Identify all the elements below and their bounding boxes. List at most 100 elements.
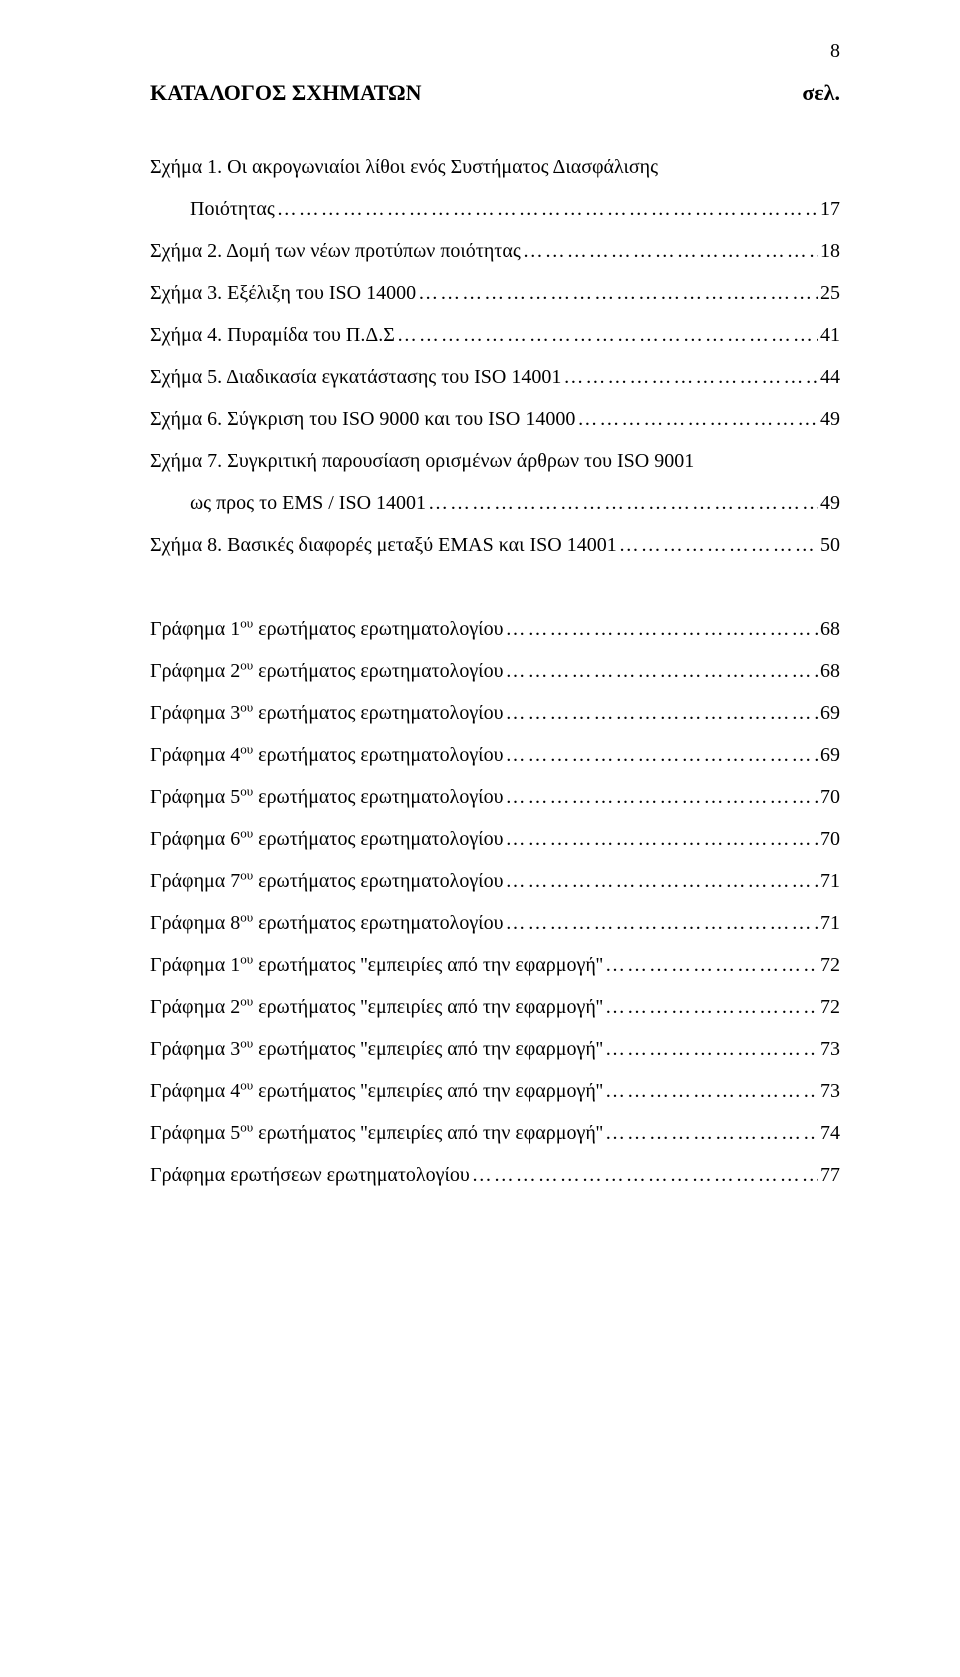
toc-leader: …………………………………………………………………………………………………………… xyxy=(428,482,818,524)
toc-line: Γράφημα 8ου ερωτήματος ερωτηματολογίου……… xyxy=(150,902,840,944)
toc-line: Γράφημα 4ου ερωτήματος ερωτηματολογίου……… xyxy=(150,734,840,776)
toc-page: 41 xyxy=(820,314,840,356)
toc-line: Σχήμα 6. Σύγκριση του ISO 9000 και του I… xyxy=(150,398,840,440)
toc-line: Γράφημα 5ου ερωτήματος ''εμπειρίες από τ… xyxy=(150,1112,840,1154)
toc-line: Γράφημα 3ου ερωτήματος ερωτηματολογίου……… xyxy=(150,692,840,734)
toc-label: Γράφημα 1ου ερωτήματος ερωτηματολογίου xyxy=(150,608,503,650)
toc-leader: …………………………………………………………………………………………………………… xyxy=(397,314,818,356)
toc-line: ως προς το EMS / ISO 14001……………………………………… xyxy=(150,482,840,524)
toc-leader: …………………………………………………………………………………………………………… xyxy=(505,860,818,902)
toc-label: Γράφημα 6ου ερωτήματος ερωτηματολογίου xyxy=(150,818,503,860)
toc-page: 70 xyxy=(820,776,840,818)
toc-leader: …………………………………………………………………………………………………………… xyxy=(472,1154,818,1196)
toc-page: 17 xyxy=(820,188,840,230)
toc-line: Σχήμα 7. Συγκριτική παρουσίαση ορισμένων… xyxy=(150,440,840,482)
toc-leader: …………………………………………………………………………………………………………… xyxy=(605,944,818,986)
toc-line: Γράφημα 7ου ερωτήματος ερωτηματολογίου……… xyxy=(150,860,840,902)
toc-leader: …………………………………………………………………………………………………………… xyxy=(505,902,818,944)
toc-page: 72 xyxy=(820,944,840,986)
toc-leader: …………………………………………………………………………………………………………… xyxy=(505,608,818,650)
toc-label: Γράφημα 5ου ερωτήματος ''εμπειρίες από τ… xyxy=(150,1112,603,1154)
toc-leader: …………………………………………………………………………………………………………… xyxy=(523,230,818,272)
toc-line: Σχήμα 8. Βασικές διαφορές μεταξύ EMAS κα… xyxy=(150,524,840,566)
toc-line: Σχήμα 4. Πυραμίδα του Π.Δ.Σ…………………………………… xyxy=(150,314,840,356)
toc-label: Σχήμα 4. Πυραμίδα του Π.Δ.Σ xyxy=(150,314,395,356)
toc-label: ως προς το EMS / ISO 14001 xyxy=(190,482,426,524)
toc-line: Σχήμα 2. Δομή των νέων προτύπων ποιότητα… xyxy=(150,230,840,272)
toc-page: 50 xyxy=(820,524,840,566)
toc-label: Ποιότητας xyxy=(190,188,275,230)
toc-label: Σχήμα 8. Βασικές διαφορές μεταξύ EMAS κα… xyxy=(150,524,617,566)
toc-leader: …………………………………………………………………………………………………………… xyxy=(605,1028,818,1070)
toc-page: 69 xyxy=(820,692,840,734)
toc-group-schemata: Σχήμα 1. Οι ακρογωνιαίοι λίθοι ενός Συστ… xyxy=(150,146,840,566)
toc-line: Σχήμα 3. Εξέλιξη του ISO 14000…………………………… xyxy=(150,272,840,314)
toc-line: Γράφημα 1ου ερωτήματος ερωτηματολογίου……… xyxy=(150,608,840,650)
toc-page: 69 xyxy=(820,734,840,776)
toc-label: Γράφημα 7ου ερωτήματος ερωτηματολογίου xyxy=(150,860,503,902)
toc-label: Γράφημα 2ου ερωτήματος ερωτηματολογίου xyxy=(150,650,503,692)
toc-label: Σχήμα 5. Διαδικασία εγκατάστασης του ISO… xyxy=(150,356,561,398)
toc-leader: …………………………………………………………………………………………………………… xyxy=(505,776,818,818)
toc-page: 71 xyxy=(820,902,840,944)
toc-page: 74 xyxy=(820,1112,840,1154)
toc-label: Γράφημα 2ου ερωτήματος ''εμπειρίες από τ… xyxy=(150,986,603,1028)
toc-leader: …………………………………………………………………………………………………………… xyxy=(418,272,818,314)
toc-label: Γράφημα 4ου ερωτήματος ''εμπειρίες από τ… xyxy=(150,1070,603,1112)
document-page: 8 ΚΑΤΑΛΟΓΟΣ ΣΧΗΜΑΤΩΝ σελ. Σχήμα 1. Οι ακ… xyxy=(0,0,960,1677)
toc-page: 68 xyxy=(820,608,840,650)
toc-leader: …………………………………………………………………………………………………………… xyxy=(505,650,818,692)
toc-label: Γράφημα 8ου ερωτήματος ερωτηματολογίου xyxy=(150,902,503,944)
toc-line: Ποιότητας…………………………………………………………………………………… xyxy=(150,188,840,230)
heading-row: ΚΑΤΑΛΟΓΟΣ ΣΧΗΜΑΤΩΝ σελ. xyxy=(150,80,840,106)
toc-line: Γράφημα 2ου ερωτήματος ''εμπειρίες από τ… xyxy=(150,986,840,1028)
toc-page: 71 xyxy=(820,860,840,902)
toc-line: Σχήμα 5. Διαδικασία εγκατάστασης του ISO… xyxy=(150,356,840,398)
toc-page: 73 xyxy=(820,1028,840,1070)
toc-leader: …………………………………………………………………………………………………………… xyxy=(277,188,818,230)
toc-leader: …………………………………………………………………………………………………………… xyxy=(619,524,818,566)
heading-left: ΚΑΤΑΛΟΓΟΣ ΣΧΗΜΑΤΩΝ xyxy=(150,80,422,106)
toc-line: Γράφημα 4ου ερωτήματος ''εμπειρίες από τ… xyxy=(150,1070,840,1112)
toc-page: 44 xyxy=(820,356,840,398)
toc-line: Γράφημα 1ου ερωτήματος ''εμπειρίες από τ… xyxy=(150,944,840,986)
toc-page: 25 xyxy=(820,272,840,314)
toc-label: Σχήμα 2. Δομή των νέων προτύπων ποιότητα… xyxy=(150,230,521,272)
toc-page: 49 xyxy=(820,398,840,440)
toc-label: Σχήμα 1. Οι ακρογωνιαίοι λίθοι ενός Συστ… xyxy=(150,146,658,188)
toc-page: 18 xyxy=(820,230,840,272)
toc-leader: …………………………………………………………………………………………………………… xyxy=(505,734,818,776)
toc-leader: …………………………………………………………………………………………………………… xyxy=(505,818,818,860)
toc-leader: …………………………………………………………………………………………………………… xyxy=(505,692,818,734)
toc-label: Γράφημα 1ου ερωτήματος ''εμπειρίες από τ… xyxy=(150,944,603,986)
toc-line: Γράφημα 5ου ερωτήματος ερωτηματολογίου……… xyxy=(150,776,840,818)
toc-leader: …………………………………………………………………………………………………………… xyxy=(605,986,818,1028)
toc-label: Γράφημα 5ου ερωτήματος ερωτηματολογίου xyxy=(150,776,503,818)
toc-label: Σχήμα 7. Συγκριτική παρουσίαση ορισμένων… xyxy=(150,440,694,482)
toc-label: Γράφημα 3ου ερωτήματος ερωτηματολογίου xyxy=(150,692,503,734)
toc-leader: …………………………………………………………………………………………………………… xyxy=(563,356,818,398)
toc-line: Γράφημα ερωτήσεων ερωτηματολογίου…………………… xyxy=(150,1154,840,1196)
toc-line: Γράφημα 2ου ερωτήματος ερωτηματολογίου……… xyxy=(150,650,840,692)
toc-group-graphimata: Γράφημα 1ου ερωτήματος ερωτηματολογίου……… xyxy=(150,608,840,1196)
toc-line: Σχήμα 1. Οι ακρογωνιαίοι λίθοι ενός Συστ… xyxy=(150,146,840,188)
toc-page: 72 xyxy=(820,986,840,1028)
page-number: 8 xyxy=(830,40,840,63)
toc-leader: …………………………………………………………………………………………………………… xyxy=(605,1070,818,1112)
toc-page: 70 xyxy=(820,818,840,860)
toc-label: Γράφημα ερωτήσεων ερωτηματολογίου xyxy=(150,1154,470,1196)
toc-line: Γράφημα 3ου ερωτήματος ''εμπειρίες από τ… xyxy=(150,1028,840,1070)
toc-page: 73 xyxy=(820,1070,840,1112)
toc-page: 68 xyxy=(820,650,840,692)
toc-leader: …………………………………………………………………………………………………………… xyxy=(577,398,818,440)
toc-label: Γράφημα 3ου ερωτήματος ''εμπειρίες από τ… xyxy=(150,1028,603,1070)
toc-page: 49 xyxy=(820,482,840,524)
toc-page: 77 xyxy=(820,1154,840,1196)
section-gap xyxy=(150,566,840,608)
toc-label: Σχήμα 3. Εξέλιξη του ISO 14000 xyxy=(150,272,416,314)
heading-right: σελ. xyxy=(802,80,840,106)
toc-line: Γράφημα 6ου ερωτήματος ερωτηματολογίου……… xyxy=(150,818,840,860)
toc-label: Σχήμα 6. Σύγκριση του ISO 9000 και του I… xyxy=(150,398,575,440)
toc-leader: …………………………………………………………………………………………………………… xyxy=(605,1112,818,1154)
toc-label: Γράφημα 4ου ερωτήματος ερωτηματολογίου xyxy=(150,734,503,776)
